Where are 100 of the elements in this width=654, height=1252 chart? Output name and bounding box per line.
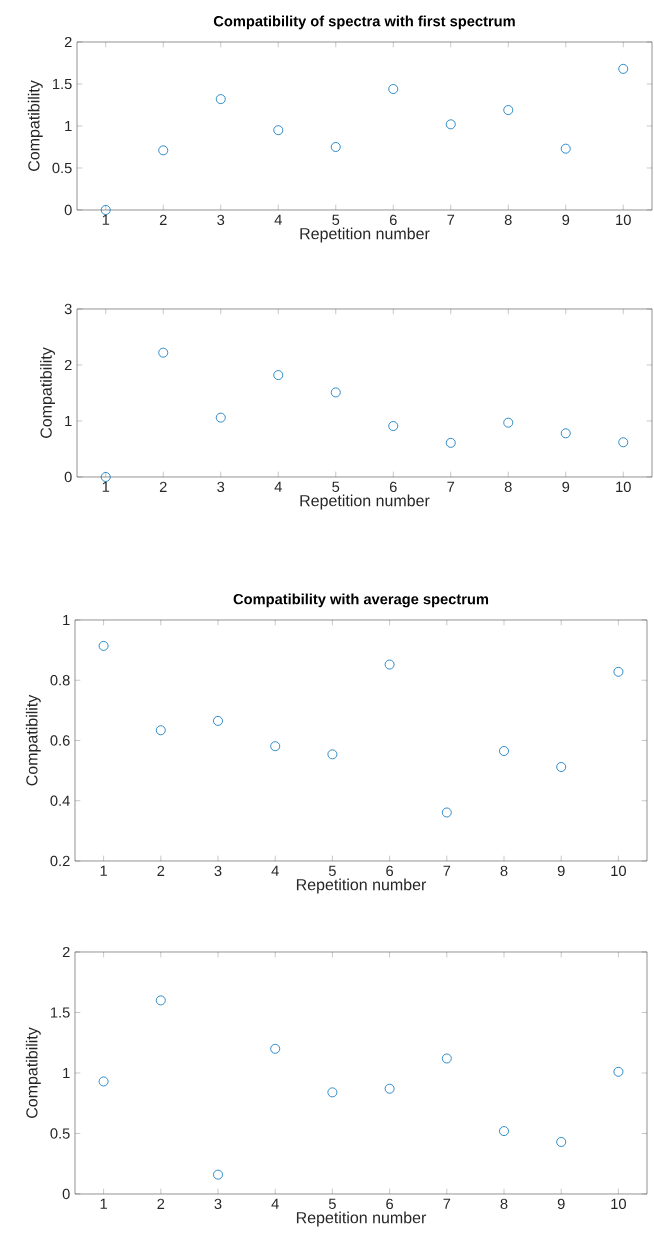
x-tick-label: 4 (271, 865, 279, 876)
y-tick-label: 3 (64, 303, 72, 315)
point (503, 105, 514, 115)
y-tick-label: 1.5 (53, 78, 72, 90)
y-tick-label: 2 (64, 36, 72, 48)
point (556, 762, 567, 772)
point (560, 428, 571, 439)
x-tick-label: 10 (616, 214, 631, 226)
y-tick-label: 1.5 (51, 1007, 70, 1018)
point (213, 715, 223, 726)
x-tick-label: 6 (386, 865, 394, 877)
point (327, 749, 338, 760)
point (384, 1083, 395, 1094)
point (330, 387, 341, 398)
point (330, 142, 341, 152)
y-tick-label: 1 (63, 614, 70, 626)
x-tick-label: 3 (217, 214, 225, 226)
point (388, 421, 399, 431)
y-tick-label: 0.8 (50, 675, 70, 686)
point (100, 205, 111, 215)
point (388, 84, 399, 94)
x-tick-label: 8 (500, 1198, 508, 1210)
point (384, 659, 395, 670)
x-tick-label: 3 (217, 481, 225, 493)
x-tick-label: 5 (332, 481, 340, 492)
x-tick-label: 9 (557, 1198, 565, 1210)
point (270, 1043, 281, 1054)
x-tick-label: 9 (562, 481, 570, 493)
point (270, 741, 281, 752)
point (441, 1053, 452, 1064)
y-axis-title: Compatibility (25, 694, 41, 786)
y-tick-label: 0 (62, 1188, 70, 1200)
x-tick-label: 7 (447, 481, 455, 492)
x-tick-label: 10 (616, 481, 631, 493)
x-tick-label: 5 (328, 865, 336, 876)
point (499, 1126, 509, 1137)
x-tick-label: 10 (611, 865, 626, 877)
point (273, 125, 284, 136)
x-axis-title: Repetition number (296, 878, 427, 894)
y-axis-title: Compatibility (40, 347, 55, 438)
point (273, 370, 284, 380)
x-tick-label: 8 (504, 481, 512, 493)
y-tick-label: 0 (64, 471, 72, 483)
x-tick-label: 4 (274, 214, 282, 225)
point (618, 437, 629, 448)
point (613, 666, 624, 677)
x-tick-label: 2 (157, 865, 165, 876)
x-tick-label: 8 (504, 214, 512, 226)
x-tick-label: 5 (332, 214, 340, 225)
y-tick-label: 1 (65, 415, 72, 427)
y-tick-label: 0.5 (50, 1128, 70, 1139)
point (213, 1169, 223, 1180)
point (100, 472, 111, 482)
point (560, 143, 571, 154)
point (98, 1076, 109, 1087)
point (445, 437, 456, 448)
y-tick-label: 0.4 (50, 795, 70, 806)
x-tick-label: 3 (214, 865, 222, 877)
point (327, 1087, 338, 1098)
point (215, 412, 226, 423)
x-tick-label: 1 (100, 1198, 107, 1209)
x-axis-title: Repetition number (300, 227, 430, 243)
x-axis-title: Repetition number (296, 1211, 427, 1227)
point (158, 347, 169, 358)
point (613, 1066, 624, 1077)
chart-title: Compatibility of spectra with first spectrum (213, 15, 515, 30)
y-tick-label: 0.5 (52, 162, 72, 174)
x-tick-label: 6 (389, 214, 397, 226)
point (158, 145, 169, 156)
x-tick-label: 8 (500, 865, 508, 877)
y-tick-label: 1 (63, 1067, 70, 1079)
x-tick-label: 1 (102, 481, 110, 492)
x-tick-label: 7 (447, 214, 455, 225)
x-tick-label: 2 (159, 481, 167, 492)
point (155, 995, 166, 1006)
point (155, 725, 166, 736)
x-tick-label: 2 (159, 214, 167, 225)
point (441, 807, 452, 818)
point (98, 640, 109, 651)
x-tick-label: 1 (100, 865, 107, 876)
x-tick-label: 3 (214, 1198, 222, 1210)
x-tick-label: 9 (557, 865, 565, 877)
x-tick-label: 7 (443, 865, 451, 876)
point (503, 417, 514, 428)
x-tick-label: 4 (271, 1198, 279, 1209)
y-tick-label: 0.2 (50, 855, 70, 867)
x-tick-label: 10 (611, 1198, 626, 1210)
point (499, 746, 509, 756)
x-tick-label: 7 (443, 1198, 451, 1209)
y-tick-label: 2 (62, 946, 70, 958)
point (618, 63, 629, 74)
y-axis-title: Compatibility (27, 80, 43, 171)
x-tick-label: 2 (157, 1198, 165, 1209)
y-tick-label: 0 (64, 204, 72, 216)
point (445, 119, 456, 130)
x-tick-label: 9 (562, 214, 570, 226)
x-tick-label: 1 (102, 214, 110, 225)
x-tick-label: 6 (386, 1198, 394, 1210)
y-axis-title: Compatibility (25, 1027, 41, 1118)
x-axis-title: Repetition number (300, 494, 430, 510)
